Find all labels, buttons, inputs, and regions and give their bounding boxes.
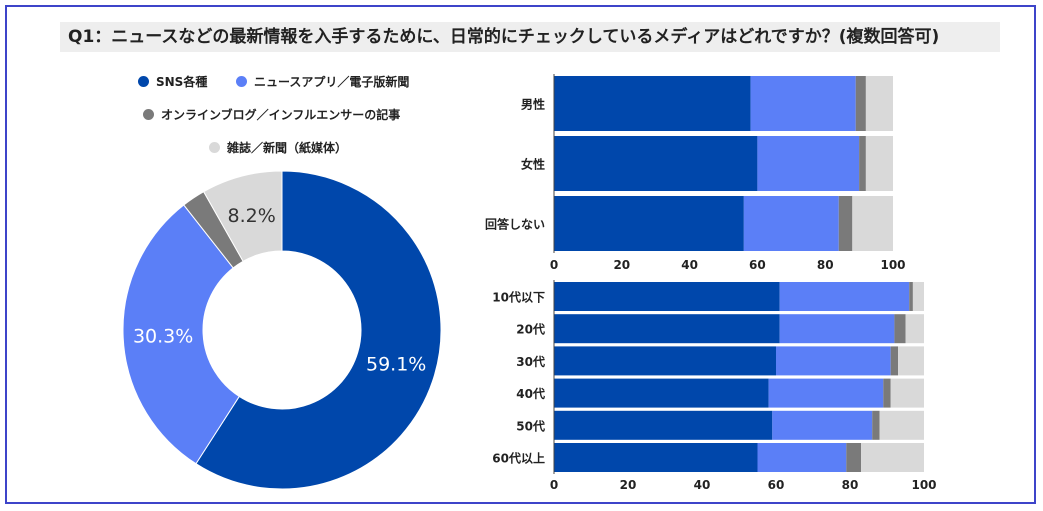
bar-age-4-print	[879, 410, 924, 440]
bar-age-1-news-app	[779, 314, 895, 344]
category-label-age-5: 60代以上	[492, 451, 545, 466]
legend-label-sns: SNS各種	[156, 75, 208, 89]
legend-swatch-sns	[138, 76, 149, 87]
bar-gender-1-sns	[554, 136, 758, 191]
bar-age-3-sns	[554, 378, 769, 408]
tick-label-gender-1: 20	[613, 258, 630, 272]
bar-age-2-blog	[890, 346, 899, 376]
bar-age-1-sns	[554, 314, 780, 344]
legend-swatch-print	[209, 142, 220, 153]
bar-age-2-print	[898, 346, 924, 376]
bar-age-0-print	[912, 282, 924, 311]
bar-age-2-news-app	[776, 346, 891, 376]
legend-label-news-app: ニュースアプリ／電子版新聞	[254, 75, 410, 89]
tick-label-age-3: 60	[768, 478, 785, 492]
tick-label-gender-0: 0	[550, 258, 558, 272]
bar-age-3-print	[890, 378, 924, 408]
donut-slice-sns	[195, 170, 442, 490]
bar-age-2-sns	[554, 346, 776, 376]
donut-chart: 59.1% 30.3% 8.2%	[122, 170, 442, 490]
category-label-age-3: 40代	[516, 386, 545, 401]
bar-age-3-news-app	[768, 378, 884, 408]
donut-label-print: 8.2%	[228, 205, 276, 227]
bar-gender-0-blog	[855, 76, 866, 131]
legend-swatch-blog	[143, 109, 154, 120]
legend-item-print: 雑誌／新聞（紙媒体）	[209, 140, 347, 156]
bar-gender-2-blog	[838, 196, 853, 251]
legend-item-sns: SNS各種	[138, 74, 207, 90]
category-label-age-2: 30代	[516, 354, 545, 369]
bar-age-4-sns	[554, 410, 773, 440]
bar-age-0-blog	[909, 282, 913, 311]
tick-label-age-4: 80	[842, 478, 859, 492]
bar-age-4-news-app	[772, 410, 873, 440]
tick-label-gender-5: 100	[880, 258, 905, 272]
tick-label-gender-3: 60	[749, 258, 766, 272]
bar-gender-0-news-app	[750, 76, 856, 131]
category-label-gender-0: 男性	[521, 97, 545, 112]
category-label-age-0: 10代以下	[492, 290, 545, 305]
bar-gender-1-print	[865, 136, 893, 191]
legend-item-blog: オンラインブログ／インフルエンサーの記事	[143, 107, 400, 123]
donut-label-news-app: 30.3%	[133, 326, 193, 348]
tick-label-gender-2: 40	[681, 258, 698, 272]
tick-label-age-0: 0	[550, 478, 558, 492]
tick-label-age-2: 40	[694, 478, 711, 492]
bar-gender-0-print	[865, 76, 893, 131]
category-label-age-1: 20代	[516, 322, 545, 337]
legend-label-blog: オンラインブログ／インフルエンサーの記事	[161, 108, 401, 122]
bar-age-1-blog	[894, 314, 906, 344]
tick-label-age-1: 20	[620, 478, 637, 492]
bar-age-0-news-app	[779, 282, 910, 311]
bar-gender-2-sns	[554, 196, 744, 251]
chart-title: Q1：ニュースなどの最新情報を入手するために、日常的にチェックしているメディアは…	[60, 22, 1000, 52]
donut-slice-news-app	[122, 204, 240, 465]
bar-age-5-sns	[554, 443, 758, 472]
bar-age-3-blog	[883, 378, 891, 408]
bar-gender-2-print	[852, 196, 893, 251]
category-label-age-4: 50代	[516, 418, 545, 433]
bar-age-5-blog	[846, 443, 862, 472]
bar-gender-1-blog	[859, 136, 866, 191]
category-label-gender-2: 回答しない	[485, 217, 545, 232]
bar-gender-2-news-app	[743, 196, 839, 251]
donut-slice-print	[202, 170, 283, 262]
bar-gender-0-sns	[554, 76, 751, 131]
legend-item-news-app: ニュースアプリ／電子版新聞	[236, 74, 409, 90]
age-bar-chart: 10代以下 20代 30代 40代 50代 60代以上 0 20 40 60 80 100	[492, 280, 937, 492]
tick-label-age-5: 100	[911, 478, 936, 492]
bar-age-1-print	[905, 314, 924, 344]
donut-label-sns: 59.1%	[366, 354, 426, 376]
legend-swatch-news-app	[236, 76, 247, 87]
bar-age-4-blog	[872, 410, 880, 440]
legend-label-print: 雑誌／新聞（紙媒体）	[227, 141, 348, 155]
tick-label-gender-4: 80	[817, 258, 834, 272]
bar-age-5-news-app	[757, 443, 847, 472]
bar-gender-1-news-app	[757, 136, 860, 191]
category-label-gender-1: 女性	[521, 157, 545, 172]
bar-age-5-print	[861, 443, 924, 472]
bar-age-0-sns	[554, 282, 780, 311]
